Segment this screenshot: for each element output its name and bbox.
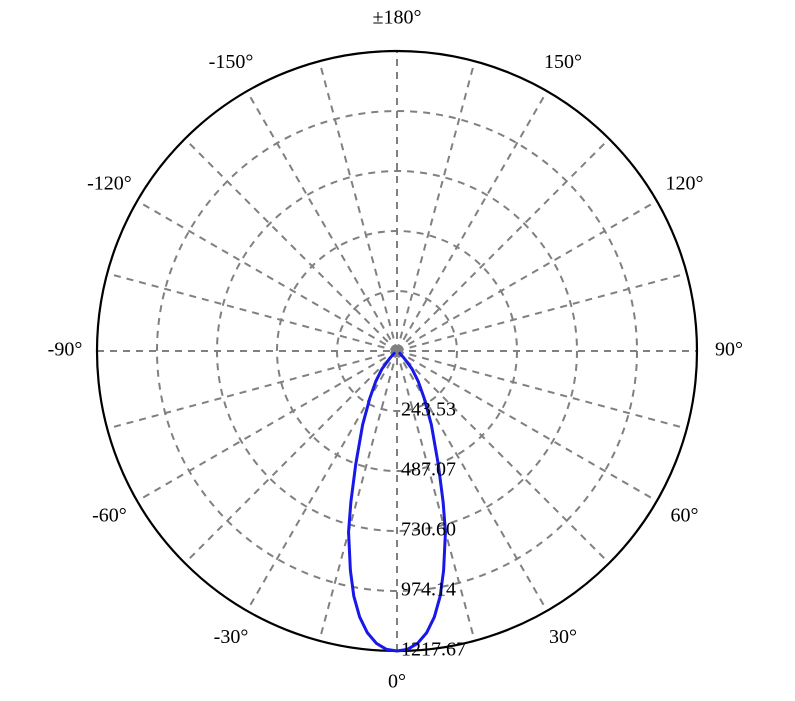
angle-tick-label: 120° bbox=[666, 173, 704, 195]
angle-tick-label: -90° bbox=[48, 339, 83, 361]
angle-tick-label: 0° bbox=[388, 671, 406, 693]
angle-tick-label: -120° bbox=[87, 173, 132, 195]
radial-tick-label: 487.07 bbox=[401, 459, 456, 481]
angle-tick-label: 60° bbox=[671, 505, 699, 527]
angle-tick-label: 30° bbox=[549, 626, 577, 648]
angle-tick-label: 90° bbox=[715, 339, 743, 361]
angle-tick-label: -30° bbox=[214, 626, 249, 648]
polar-chart: 243.53 487.07 730.60 974.14 1217.67 0° 30° 60°… bbox=[0, 0, 795, 701]
radial-tick-label: 730.60 bbox=[401, 519, 456, 541]
angle-tick-label: -150° bbox=[209, 51, 254, 73]
radial-tick-label: 1217.67 bbox=[401, 639, 466, 661]
angle-tick-label: -60° bbox=[92, 505, 127, 527]
radial-tick-label: 974.14 bbox=[401, 579, 456, 601]
radial-tick-label: 243.53 bbox=[401, 399, 456, 421]
angle-tick-label: 150° bbox=[544, 51, 582, 73]
angle-tick-label: ±180° bbox=[373, 7, 422, 29]
